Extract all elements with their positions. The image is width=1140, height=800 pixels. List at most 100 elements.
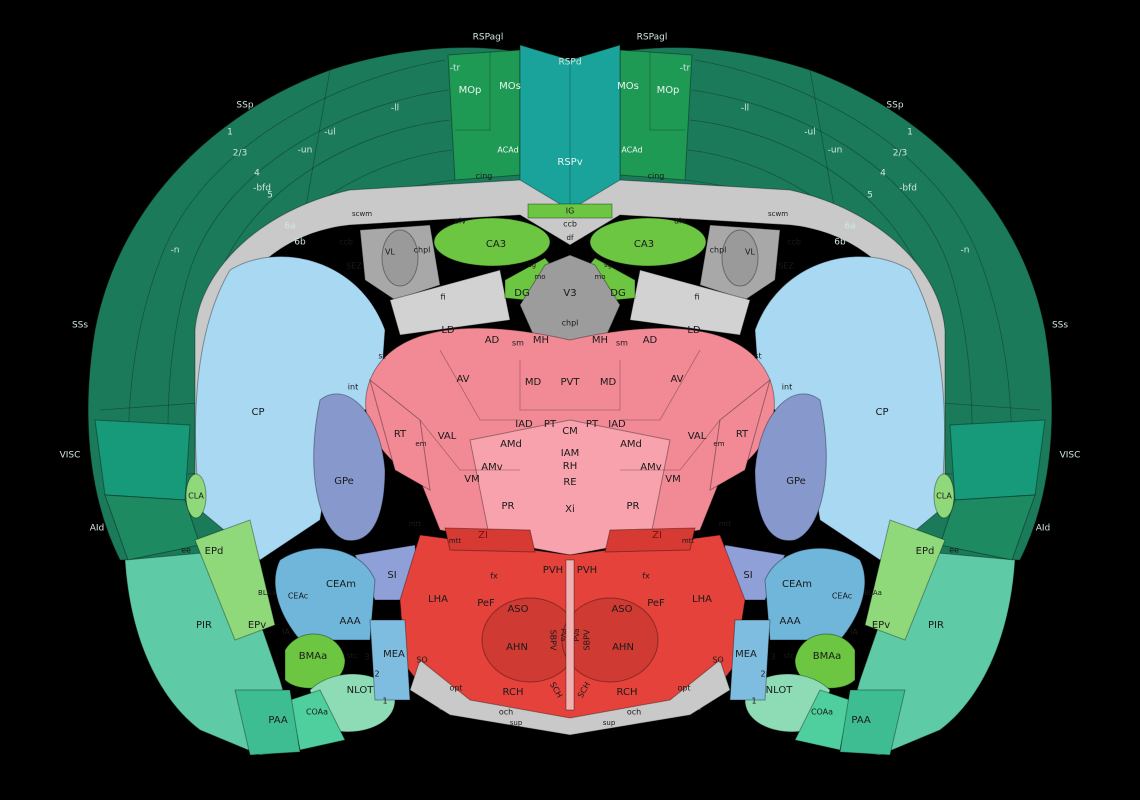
label-rch-left: RCH — [503, 687, 524, 698]
label-fx-left: fx — [490, 572, 498, 581]
label-av-left: AV — [456, 374, 469, 385]
label-l6b-right: 6b — [834, 238, 846, 248]
mea-left — [369, 619, 411, 701]
label-aid-left: AId — [90, 524, 105, 534]
label-ssp-left: SSp — [236, 101, 253, 111]
label-alv-right: alv — [674, 217, 686, 226]
label-iad-right: IAD — [608, 419, 626, 430]
label-md-left: MD — [525, 377, 542, 388]
label-n3-right: 3 — [770, 653, 775, 662]
label-pef-left: PeF — [477, 598, 495, 609]
label-pr-right: PR — [627, 501, 640, 512]
label-em-right: em — [713, 440, 724, 448]
label-mtt2-left: mtt — [449, 537, 462, 545]
label-pir-left: PIR — [196, 620, 212, 631]
label-re: RE — [563, 477, 576, 488]
label-tr-left: -tr — [450, 64, 461, 74]
label-och-right: och — [627, 708, 641, 717]
label-mea-left: MEA — [383, 649, 405, 660]
label-ig: IG — [566, 207, 575, 216]
label-ccb-center: ccb — [563, 220, 577, 229]
label-iad-left: IAD — [515, 419, 533, 430]
label-pr-left: PR — [502, 501, 515, 512]
label-sm-right: sm — [616, 339, 628, 348]
label-rch-right: RCH — [617, 687, 638, 698]
label-pt-left: PT — [544, 419, 557, 430]
label-nlot-left: NLOT — [347, 685, 375, 696]
label-coaa-right: COAa — [811, 708, 833, 717]
label-mo-left: mo — [534, 273, 545, 281]
label-scwm-left: scwm — [352, 210, 372, 218]
label-bla-left: BLAa — [258, 589, 276, 597]
label-av-right: AV — [670, 374, 683, 385]
label-sbpv-right: SBPV — [583, 629, 592, 650]
label-chpl-right: chpl — [710, 246, 727, 255]
label-pva-left: PVa — [559, 629, 567, 642]
label-nlot-right: NLOT — [766, 685, 794, 696]
label-aaa-left: AAA — [339, 616, 360, 627]
label-aid-right: AId — [1036, 524, 1051, 534]
label-rspv: RSPv — [557, 157, 582, 168]
label-l5-right: 5 — [867, 191, 873, 201]
label-amd-right: AMd — [620, 439, 642, 450]
visceral-area-right — [949, 419, 1046, 501]
ca3-left — [433, 217, 551, 267]
label-ad-left: AD — [485, 335, 500, 346]
label-rspagl-left: RSPagl — [473, 33, 504, 43]
globus-pallidus-right — [754, 393, 827, 542]
label-alv-left: alv — [454, 217, 466, 226]
label-tr-right: -tr — [680, 64, 691, 74]
label-pvh-left: PVH — [543, 565, 563, 576]
ca3-right — [589, 217, 707, 267]
label-df: df — [567, 234, 574, 242]
label-ll-right: -ll — [741, 104, 749, 114]
label-bla-right: BLAa — [864, 589, 882, 597]
label-rspd: RSPd — [558, 58, 581, 68]
reticular-nucleus-left — [369, 378, 431, 491]
label-acad-left: ACAd — [497, 146, 518, 155]
label-mo-right: mo — [594, 273, 605, 281]
label-n3-left: 3 — [364, 653, 369, 662]
label-un-left: -un — [298, 146, 313, 156]
label-ceam-left: CEAm — [326, 579, 356, 590]
label-si-right: SI — [743, 570, 752, 581]
label-opt-left: opt — [449, 684, 462, 693]
label-n-right: -n — [961, 246, 970, 256]
label-mop-left: MOp — [459, 85, 482, 96]
fimbria-right — [629, 269, 751, 336]
label-ee-left: ee — [181, 546, 191, 555]
label-ahn-right: AHN — [612, 642, 634, 653]
amygdala-basomedial-right — [794, 633, 856, 689]
endopiriform-left — [194, 519, 276, 641]
label-cm: CM — [562, 426, 578, 437]
label-ssp-right: SSp — [886, 101, 903, 111]
label-l23-right: 2/3 — [893, 149, 907, 159]
label-vl-left: VL — [385, 248, 395, 257]
label-rh: RH — [563, 461, 577, 472]
label-fi-right: fi — [694, 293, 699, 302]
label-sup-right: sup — [603, 719, 616, 727]
label-ahn-left: AHN — [506, 642, 528, 653]
label-vm-right: VM — [665, 474, 680, 485]
label-amv-right: AMv — [640, 462, 661, 473]
label-pvt: PVT — [561, 377, 581, 388]
claustrum-right — [933, 473, 955, 519]
label-bmaa-right: BMAa — [813, 651, 841, 662]
label-md-right: MD — [600, 377, 617, 388]
label-fx-right: fx — [642, 572, 650, 581]
claustrum-left — [185, 473, 207, 519]
label-ca3-left: CA3 — [486, 239, 506, 250]
label-mop-right: MOp — [657, 85, 680, 96]
label-mos-left: MOs — [499, 81, 521, 92]
fimbria-left — [389, 269, 511, 336]
label-dg-left: DG — [514, 288, 529, 299]
label-l6a-left: 6a — [284, 222, 295, 232]
label-st-left: st — [378, 352, 385, 361]
label-vm-left: VM — [464, 474, 479, 485]
label-mea-right: MEA — [735, 649, 757, 660]
label-ccb-right: ccb — [787, 238, 801, 247]
label-mos-right: MOs — [617, 81, 639, 92]
label-ee-right: ee — [949, 546, 959, 555]
label-cp-left: CP — [251, 407, 264, 418]
